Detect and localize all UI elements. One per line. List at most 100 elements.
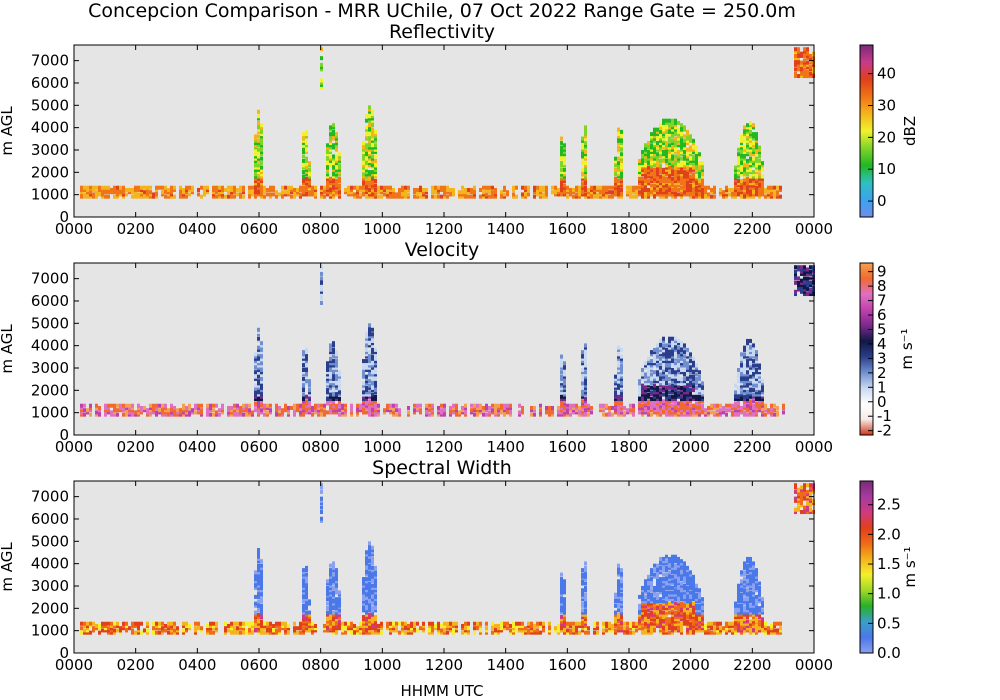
data-cell [524, 187, 527, 192]
data-cell [671, 341, 674, 346]
data-cell [644, 167, 647, 172]
data-cell [371, 127, 374, 132]
data-cell [656, 412, 659, 417]
data-cell [617, 394, 620, 399]
data-cell [584, 372, 587, 377]
data-cell [569, 412, 572, 417]
data-cell [614, 408, 617, 413]
data-cell [668, 123, 671, 128]
data-cell [656, 399, 659, 404]
data-cell [209, 630, 212, 635]
data-cell [431, 185, 434, 190]
data-cell [215, 623, 218, 628]
data-cell [665, 361, 668, 366]
data-cell [731, 405, 734, 410]
data-cell [326, 149, 329, 154]
data-cell [476, 410, 479, 415]
data-cell [740, 154, 743, 159]
y-tick-label: 6000 [31, 74, 69, 92]
data-cell [260, 123, 263, 128]
data-cell [251, 630, 254, 635]
data-cell [227, 410, 230, 415]
data-cell [335, 158, 338, 163]
data-cell [584, 165, 587, 170]
data-cell [662, 176, 665, 181]
data-cell [560, 163, 563, 168]
data-cell [668, 408, 671, 413]
data-cell [380, 194, 383, 199]
data-cell [302, 190, 305, 195]
data-cell [107, 630, 110, 635]
data-cell [161, 405, 164, 410]
data-cell [311, 405, 314, 410]
data-cell [662, 359, 665, 364]
data-cell [392, 187, 395, 192]
data-cell [638, 399, 641, 404]
data-cell [677, 385, 680, 390]
data-cell [341, 412, 344, 417]
data-cell [476, 405, 479, 410]
data-cell [617, 190, 620, 195]
data-cell [749, 374, 752, 379]
data-cell [644, 156, 647, 161]
data-cell [620, 158, 623, 163]
data-cell [554, 185, 557, 190]
data-cell [638, 388, 641, 393]
data-cell [563, 149, 566, 154]
data-cell [140, 192, 143, 197]
data-cell [185, 190, 188, 195]
data-cell [452, 410, 455, 415]
data-cell [539, 185, 542, 190]
data-cell [140, 190, 143, 195]
data-cell [155, 190, 158, 195]
data-cell [794, 271, 797, 276]
y-axis-label: m AGL [0, 324, 16, 374]
data-cell [581, 376, 584, 381]
data-cell [242, 403, 245, 408]
data-cell [641, 167, 644, 172]
data-cell [698, 410, 701, 415]
data-cell [644, 170, 647, 175]
data-cell [698, 161, 701, 166]
data-cell [803, 289, 806, 294]
data-cell [335, 608, 338, 613]
data-cell [473, 190, 476, 195]
data-cell [563, 365, 566, 370]
data-cell [758, 370, 761, 375]
data-cell [773, 192, 776, 197]
data-cell [656, 176, 659, 181]
data-cell [746, 149, 749, 154]
data-cell [254, 161, 257, 166]
data-cell [236, 412, 239, 417]
data-cell [254, 403, 257, 408]
data-cell [269, 194, 272, 199]
data-cell [683, 343, 686, 348]
data-cell [638, 158, 641, 163]
data-cell [398, 190, 401, 195]
data-cell [260, 563, 263, 568]
data-cell [758, 158, 761, 163]
data-cell [665, 392, 668, 397]
data-cell [359, 185, 362, 190]
data-cell [581, 388, 584, 393]
data-cell [335, 385, 338, 390]
data-cell [254, 356, 257, 361]
data-cell [653, 185, 656, 190]
data-cell [374, 183, 377, 188]
data-cell [689, 390, 692, 395]
data-cell [407, 412, 410, 417]
data-cell [473, 412, 476, 417]
data-cell [698, 165, 701, 170]
data-cell [305, 167, 308, 172]
data-cell [677, 192, 680, 197]
data-cell [329, 350, 332, 355]
data-cell [761, 390, 764, 395]
data-cell [698, 163, 701, 168]
data-cell [677, 394, 680, 399]
data-cell [620, 176, 623, 181]
data-cell [257, 570, 260, 575]
data-cell [365, 367, 368, 372]
data-cell [326, 617, 329, 622]
data-cell [569, 405, 572, 410]
data-cell [281, 190, 284, 195]
